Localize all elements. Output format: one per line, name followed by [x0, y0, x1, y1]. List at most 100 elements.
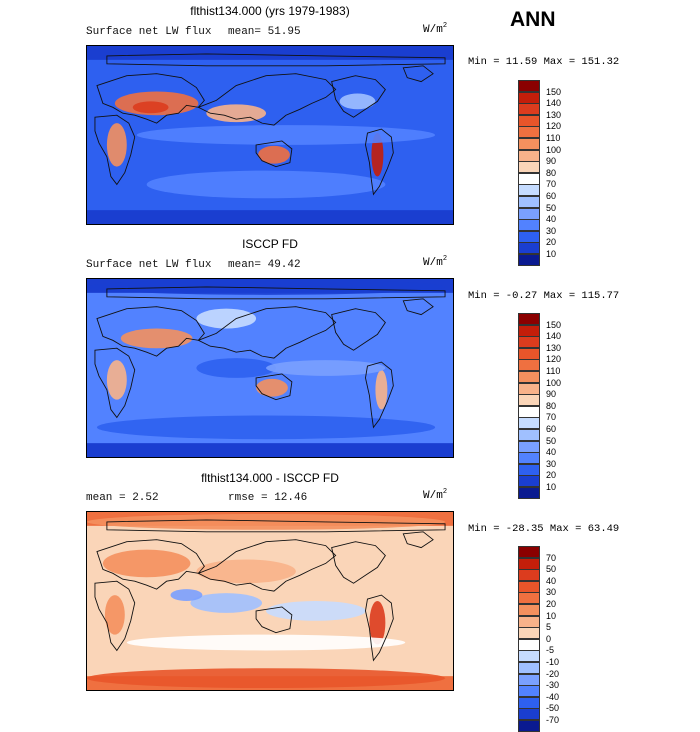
colorbar-tick-label: 100	[546, 377, 562, 388]
colorbar-swatch	[518, 673, 540, 686]
units-label: W/m2	[423, 22, 448, 36]
colorbar-tick-label: -5	[546, 645, 555, 656]
coastline	[365, 361, 394, 429]
units-label: W/m2	[423, 255, 448, 269]
field-contour	[170, 589, 203, 601]
colorbar-swatch	[518, 161, 540, 174]
colorbar-swatch	[518, 80, 540, 93]
colorbar-swatch	[518, 313, 540, 326]
mean-label: mean= 49.42	[228, 259, 301, 271]
colorbar-tick-label: -70	[546, 715, 560, 725]
coastline	[365, 128, 394, 196]
colorbar-swatch	[518, 429, 540, 442]
coastline	[94, 347, 136, 419]
colorbar-tick-label: 110	[546, 133, 561, 143]
colorbar-tick-label: 70	[546, 412, 557, 423]
colorbar-swatch	[518, 452, 540, 465]
coastline	[402, 298, 434, 316]
colorbar-swatch	[518, 417, 540, 430]
field-contour	[132, 101, 169, 114]
coastline	[402, 531, 434, 549]
colorbar-tick-label: 40	[546, 575, 557, 586]
map-polar-band	[87, 443, 453, 457]
season-label: ANN	[510, 8, 556, 31]
field-contour	[136, 125, 436, 145]
coastline	[106, 286, 446, 300]
field-contour	[96, 415, 436, 440]
colorbar-swatch	[518, 662, 540, 675]
map-field	[87, 46, 453, 224]
colorbar-swatch	[518, 149, 540, 162]
field-contour	[87, 513, 446, 530]
colorbar-swatch	[518, 475, 540, 488]
colorbar: 150 140 130 120 110 100 90 80 70 60 50 40 30 20 10	[518, 80, 561, 267]
field-contour	[106, 360, 127, 400]
coastline	[255, 140, 293, 168]
coastline	[255, 373, 293, 401]
colorbar-swatch	[518, 324, 540, 337]
colorbar-swatch	[518, 592, 540, 605]
colorbar-swatch	[518, 557, 540, 570]
colorbar-swatch	[518, 219, 540, 232]
field-contour	[258, 145, 290, 164]
colorbar-tick-label: 150	[546, 319, 562, 330]
colorbar-tick-label: 110	[546, 366, 561, 376]
colorbar-swatch	[518, 638, 540, 651]
panel-title: flthist134.000 - ISCCP FD	[201, 471, 339, 485]
field-contour	[190, 593, 263, 613]
field-contour	[126, 634, 406, 651]
field-contour	[87, 668, 446, 689]
colorbar-swatch	[518, 463, 540, 476]
map-background	[87, 512, 453, 690]
colorbar-swatch	[518, 569, 540, 582]
colorbar-tick-label: 20	[546, 470, 557, 481]
coastline	[197, 306, 337, 359]
map-difference	[86, 511, 454, 691]
colorbar-tick-label: 70	[546, 552, 557, 563]
min-max-label: Min = -0.27 Max = 115.77	[468, 290, 620, 302]
colorbar-tick-label: 90	[546, 389, 557, 400]
colorbar-tick-label: 40	[546, 447, 557, 458]
colorbar-tick-label: 5	[546, 622, 552, 633]
colorbar-tick-label: 20	[546, 237, 557, 248]
colorbar-tick-label: 50	[546, 564, 557, 575]
colorbar-tick-label: 130	[546, 109, 562, 120]
colorbar-tick-label: 60	[546, 191, 557, 201]
colorbar-tick-label: 40	[546, 214, 557, 225]
colorbar-swatch	[518, 371, 540, 384]
colorbar-tick-label: 30	[546, 225, 557, 236]
colorbar-tick-label: 80	[546, 400, 557, 411]
field-contour	[256, 378, 288, 397]
mean-label: mean = 2.52	[86, 492, 159, 504]
coastline	[197, 539, 337, 592]
colorbar-tick-label: 20	[546, 599, 557, 609]
colorbar-tick-label: 0	[546, 633, 552, 644]
colorbar-tick-label: -40	[546, 691, 560, 702]
colorbar-swatch	[518, 440, 540, 453]
colorbar-tick-label: 10	[546, 482, 557, 492]
colorbar-tick-label: 10	[546, 610, 557, 621]
colorbar-swatch	[518, 242, 540, 255]
map-field	[87, 512, 453, 690]
colorbar-swatch	[518, 546, 540, 559]
map-obs	[86, 278, 454, 458]
colorbar-swatch	[518, 172, 540, 185]
colorbar-swatch	[518, 627, 540, 640]
colorbar-tick-label: -10	[546, 657, 560, 667]
coastline	[402, 65, 434, 83]
field-contour	[102, 549, 191, 578]
colorbar-tick-label: 30	[546, 587, 557, 598]
colorbar-swatch	[518, 336, 540, 349]
map-field	[87, 279, 453, 457]
panel-title: flthist134.000 (yrs 1979-1983)	[190, 4, 350, 18]
colorbar-swatch	[518, 487, 540, 500]
coastline	[331, 541, 386, 584]
colorbar-tick-label: 80	[546, 167, 557, 178]
colorbar-swatch	[518, 114, 540, 127]
colorbar-swatch	[518, 103, 540, 116]
colorbar-swatch	[518, 196, 540, 209]
colorbar-tick-label: 130	[546, 342, 562, 353]
colorbar-tick-label: 150	[546, 86, 562, 97]
colorbar-tick-label: 140	[546, 331, 562, 342]
colorbar-tick-label: 90	[546, 156, 557, 167]
